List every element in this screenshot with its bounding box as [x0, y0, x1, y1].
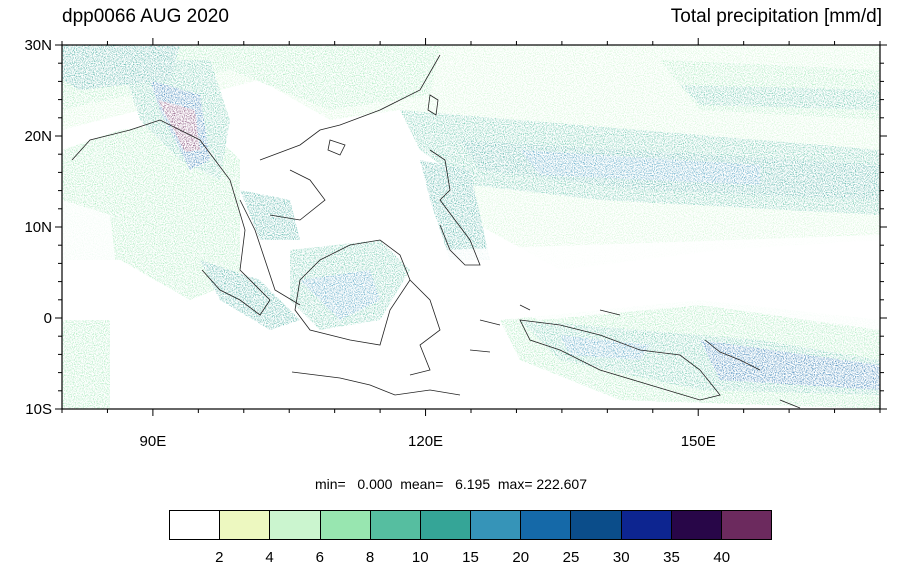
precip-field: [62, 45, 880, 409]
colorbar-label: 2: [215, 549, 224, 566]
colorbar-swatch: [621, 511, 672, 539]
lat-tick-label: 10N: [24, 219, 52, 236]
colorbar: [169, 510, 772, 540]
colorbar-swatch: [571, 511, 622, 539]
lon-tick-label: 150E: [681, 433, 716, 450]
colorbar-swatch: [521, 511, 572, 539]
colorbar-swatch: [671, 511, 722, 539]
colorbar-label: 30: [612, 549, 630, 566]
colorbar-label: 25: [562, 549, 580, 566]
lon-tick-label: 90E: [140, 433, 167, 450]
colorbar-swatch: [170, 511, 221, 539]
lat-tick-label: 0: [44, 310, 52, 327]
colorbar-swatch: [420, 511, 472, 539]
colorbar-swatch: [471, 511, 522, 539]
lat-tick-label: 30N: [24, 37, 52, 54]
statistics-line: min= 0.000 mean= 6.195 max= 222.607: [314, 476, 587, 492]
lat-tick-label: 10S: [25, 401, 52, 418]
colorbar-swatch: [320, 511, 371, 539]
map-title: dpp0066 AUG 2020: [62, 6, 229, 27]
axis-ticks: [55, 38, 887, 416]
colorbar-swatch: [721, 511, 772, 539]
colorbar-swatch: [370, 511, 421, 539]
coastlines: [71, 54, 801, 409]
colorbar-label: 6: [315, 549, 324, 566]
colorbar-label: 35: [663, 549, 680, 566]
colorbar-swatch: [220, 511, 271, 539]
lat-tick-label: 20N: [24, 128, 52, 145]
variable-title: Total precipitation [mm/d]: [670, 6, 882, 27]
colorbar-label: 20: [512, 549, 530, 566]
colorbar-label: 40: [713, 549, 731, 566]
axis-tick-labels: 30N 20N 10N 0 10S 90E 120E 150E: [24, 37, 715, 450]
colorbar-swatch: [270, 511, 321, 539]
colorbar-label: 4: [265, 549, 274, 566]
lon-tick-label: 120E: [408, 433, 443, 450]
colorbar-label: 15: [462, 549, 479, 566]
colorbar-label: 8: [365, 549, 375, 566]
colorbar-label: 10: [411, 549, 429, 566]
